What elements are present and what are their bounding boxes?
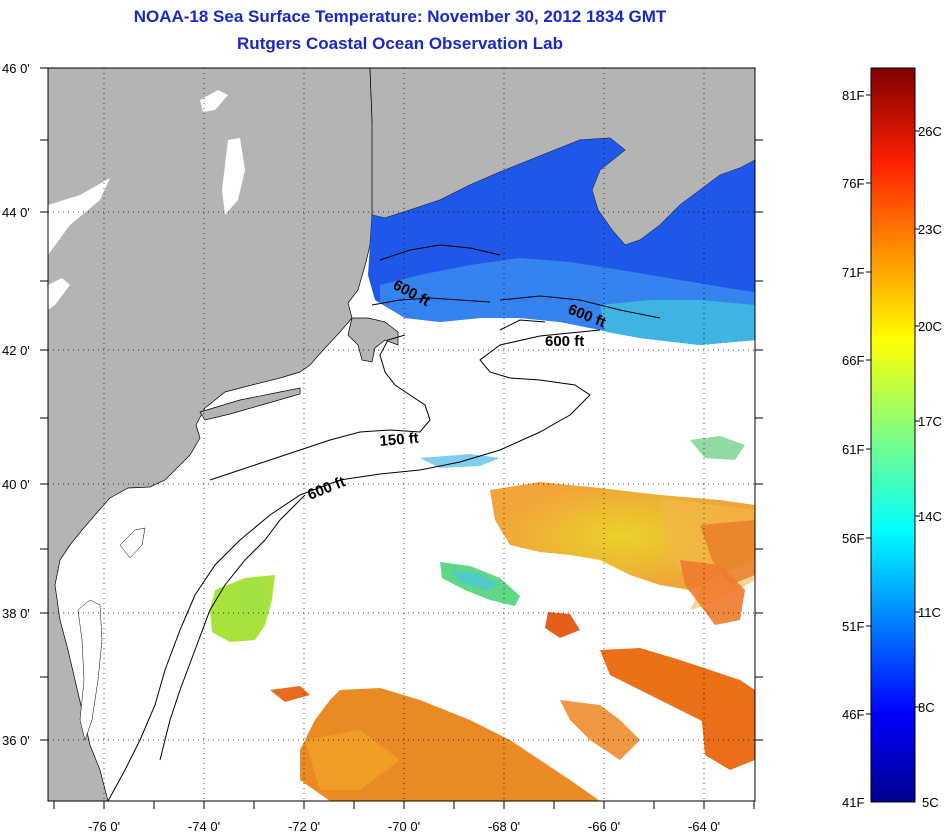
map-subtitle: Rutgers Coastal Ocean Observation Lab bbox=[237, 34, 563, 53]
land-long-island bbox=[199, 387, 301, 421]
colorbar-c-label: 20C bbox=[918, 319, 942, 334]
colorbar-c-label: 11C bbox=[918, 605, 941, 620]
colorbar-c-label: 23C bbox=[918, 222, 942, 237]
colorbar-f-label: 51F bbox=[842, 619, 864, 634]
lon-label: -66 0' bbox=[588, 819, 620, 834]
colorbar-f-label: 41F bbox=[842, 795, 864, 810]
lon-label: -68 0' bbox=[488, 819, 520, 834]
colorbar-c-label: 14C bbox=[918, 509, 942, 524]
colorbar-f-label: 76F bbox=[842, 176, 864, 191]
axis-ticks bbox=[40, 67, 763, 809]
land-us bbox=[48, 68, 376, 801]
colorbar-f-label: 66F bbox=[842, 353, 864, 368]
lat-label: 42 0' bbox=[2, 343, 30, 358]
colorbar bbox=[870, 67, 916, 803]
colorbar-f-label: 46F bbox=[842, 707, 864, 722]
lat-label: 38 0' bbox=[2, 606, 30, 621]
map-frame bbox=[47, 67, 756, 802]
lat-lon-grid bbox=[48, 68, 755, 801]
lon-label: -70 0' bbox=[388, 819, 420, 834]
lon-label: -64 0' bbox=[688, 819, 720, 834]
lat-label: 40 0' bbox=[2, 477, 30, 492]
lon-label: -72 0' bbox=[288, 819, 320, 834]
map-area: 600 ft 600 ft 600 ft 150 ft 600 ft bbox=[48, 68, 755, 801]
isobath-lines bbox=[107, 244, 661, 801]
colorbar-f-label: 71F bbox=[842, 265, 864, 280]
colorbar-ticks bbox=[866, 94, 920, 715]
colorbar-c-label: 8C bbox=[918, 700, 935, 715]
colorbar-f-label: 61F bbox=[842, 442, 864, 457]
colorbar-c-label: 26C bbox=[918, 124, 942, 139]
colorbar-c-label: 5C bbox=[922, 795, 939, 810]
lon-label: -76 0' bbox=[88, 819, 120, 834]
lat-label: 46 0' bbox=[2, 61, 30, 76]
colorbar-f-label: 81F bbox=[842, 88, 864, 103]
land-cape-cod bbox=[347, 317, 399, 363]
isobath-label: 150 ft bbox=[379, 430, 420, 450]
lat-label: 44 0' bbox=[2, 205, 30, 220]
lon-label: -74 0' bbox=[188, 819, 220, 834]
lat-label: 36 0' bbox=[2, 733, 30, 748]
colorbar-c-label: 17C bbox=[918, 414, 942, 429]
isobath-label: 600 ft bbox=[545, 333, 584, 350]
colorbar-f-label: 56F bbox=[842, 531, 864, 546]
map-title: NOAA-18 Sea Surface Temperature: Novembe… bbox=[133, 7, 667, 26]
